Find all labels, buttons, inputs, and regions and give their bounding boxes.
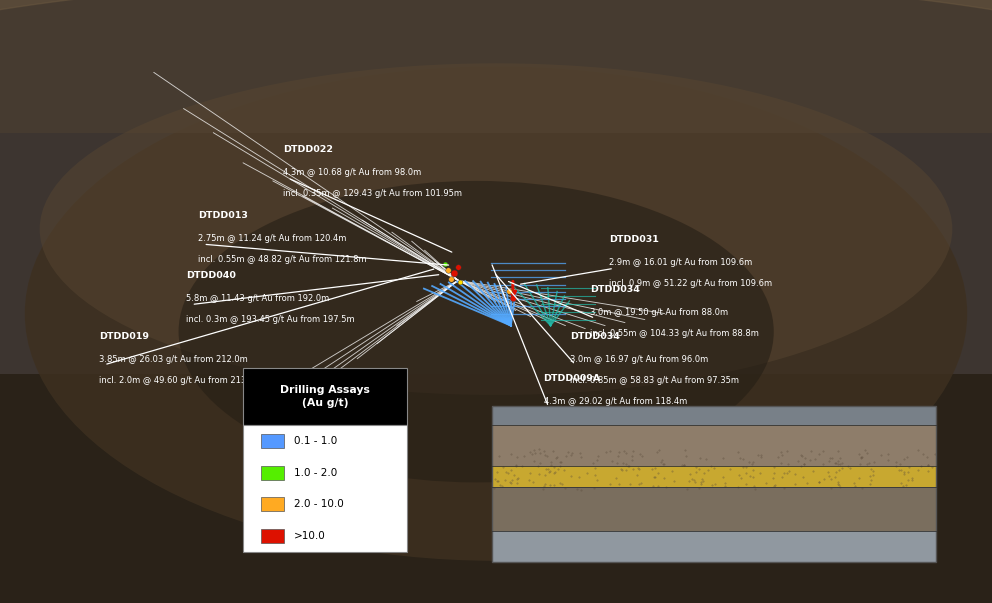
- Text: DTDD040: DTDD040: [186, 271, 236, 280]
- Ellipse shape: [25, 66, 967, 561]
- Text: incl. 0.55m @ 48.82 g/t Au from 121.8m: incl. 0.55m @ 48.82 g/t Au from 121.8m: [198, 255, 367, 264]
- Text: 3.0m @ 16.97 g/t Au from 96.0m: 3.0m @ 16.97 g/t Au from 96.0m: [570, 355, 708, 364]
- Bar: [0, 0, 992, 133]
- Text: incl. 2.25m @ 54.92 g/t Au from 118.4m: incl. 2.25m @ 54.92 g/t Au from 118.4m: [544, 418, 712, 427]
- Text: 5.8m @ 11.43 g/t Au from 192.0m: 5.8m @ 11.43 g/t Au from 192.0m: [186, 294, 329, 303]
- Bar: [261, 529, 284, 543]
- Text: incl. 2.0m @ 49.60 g/t Au from 213.85m: incl. 2.0m @ 49.60 g/t Au from 213.85m: [99, 376, 268, 385]
- Text: incl. 0.55m @ 104.33 g/t Au from 88.8m: incl. 0.55m @ 104.33 g/t Au from 88.8m: [590, 329, 759, 338]
- Text: DTDD019: DTDD019: [99, 332, 149, 341]
- Ellipse shape: [179, 181, 774, 482]
- Text: DTDD009A: DTDD009A: [544, 374, 601, 383]
- Text: 0.1 - 1.0: 0.1 - 1.0: [294, 436, 337, 446]
- Text: DTDD031: DTDD031: [609, 235, 659, 244]
- Bar: [243, 368, 407, 425]
- Text: 4.3m @ 10.68 g/t Au from 98.0m: 4.3m @ 10.68 g/t Au from 98.0m: [283, 168, 421, 177]
- Text: 3.85m @ 26.03 g/t Au from 212.0m: 3.85m @ 26.03 g/t Au from 212.0m: [99, 355, 248, 364]
- Bar: [492, 531, 936, 562]
- Text: 2.75m @ 11.24 g/t Au from 120.4m: 2.75m @ 11.24 g/t Au from 120.4m: [198, 234, 347, 243]
- Bar: [261, 466, 284, 479]
- Bar: [261, 497, 284, 511]
- Bar: [492, 466, 936, 487]
- Text: Drilling Assays
(Au g/t): Drilling Assays (Au g/t): [280, 385, 370, 408]
- Text: DTDD034: DTDD034: [590, 285, 640, 294]
- Bar: [492, 406, 936, 425]
- Bar: [492, 406, 936, 562]
- Bar: [261, 434, 284, 448]
- Text: incl. 0.85m @ 58.83 g/t Au from 97.35m: incl. 0.85m @ 58.83 g/t Au from 97.35m: [570, 376, 739, 385]
- Text: 1.0 - 2.0: 1.0 - 2.0: [294, 467, 337, 478]
- Text: 2.9m @ 16.01 g/t Au from 109.6m: 2.9m @ 16.01 g/t Au from 109.6m: [609, 258, 752, 267]
- Text: DTDD034: DTDD034: [570, 332, 620, 341]
- Text: >10.0: >10.0: [294, 531, 325, 541]
- Text: DTDD013: DTDD013: [198, 211, 248, 220]
- Bar: [492, 425, 936, 466]
- Text: 3.0m @ 19.50 g/t Au from 88.0m: 3.0m @ 19.50 g/t Au from 88.0m: [590, 308, 728, 317]
- Text: incl. 0.35m @ 129.43 g/t Au from 101.95m: incl. 0.35m @ 129.43 g/t Au from 101.95m: [283, 189, 461, 198]
- Bar: [0, 374, 992, 603]
- Text: incl. 0.3m @ 193.45 g/t Au from 197.5m: incl. 0.3m @ 193.45 g/t Au from 197.5m: [186, 315, 355, 324]
- Bar: [492, 487, 936, 531]
- Ellipse shape: [40, 63, 952, 395]
- Text: 2.0 - 10.0: 2.0 - 10.0: [294, 499, 343, 510]
- Text: 4.3m @ 29.02 g/t Au from 118.4m: 4.3m @ 29.02 g/t Au from 118.4m: [544, 397, 686, 406]
- Bar: [243, 425, 407, 552]
- Text: incl. 0.9m @ 51.22 g/t Au from 109.6m: incl. 0.9m @ 51.22 g/t Au from 109.6m: [609, 279, 772, 288]
- Text: DTDD022: DTDD022: [283, 145, 332, 154]
